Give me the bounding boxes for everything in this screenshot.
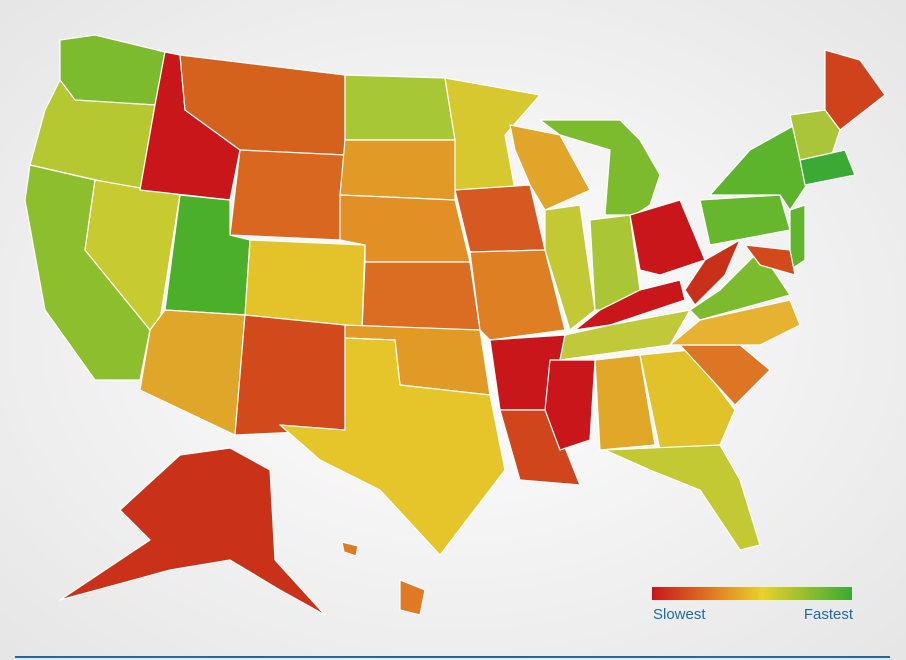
south-dakota bbox=[339, 139, 456, 201]
mississippi bbox=[544, 359, 596, 451]
texas bbox=[279, 337, 506, 556]
states bbox=[24, 34, 886, 616]
illinois bbox=[544, 204, 596, 331]
arizona bbox=[139, 309, 246, 436]
florida bbox=[604, 444, 761, 551]
massachusetts bbox=[799, 149, 856, 186]
north-dakota bbox=[344, 74, 456, 141]
louisiana bbox=[499, 409, 581, 486]
new-mexico bbox=[234, 314, 346, 436]
georgia bbox=[639, 349, 736, 451]
missouri bbox=[469, 249, 566, 341]
hawaii bbox=[399, 579, 426, 616]
alaska bbox=[59, 447, 326, 616]
kansas bbox=[361, 261, 481, 331]
hawaii-small bbox=[341, 541, 359, 557]
alabama bbox=[594, 354, 656, 451]
legend-high: Fastest bbox=[804, 606, 854, 623]
west-virginia bbox=[684, 239, 741, 306]
virginia bbox=[689, 249, 791, 321]
maryland bbox=[744, 244, 796, 276]
wyoming bbox=[229, 149, 346, 241]
tennessee bbox=[559, 309, 691, 361]
michigan bbox=[539, 119, 661, 216]
ohio bbox=[629, 199, 706, 276]
legend-scale bbox=[652, 587, 852, 600]
maine bbox=[824, 49, 886, 131]
vermont-new-hampshire bbox=[789, 109, 841, 161]
iowa bbox=[454, 184, 546, 253]
legend-low: Slowest bbox=[653, 606, 706, 623]
